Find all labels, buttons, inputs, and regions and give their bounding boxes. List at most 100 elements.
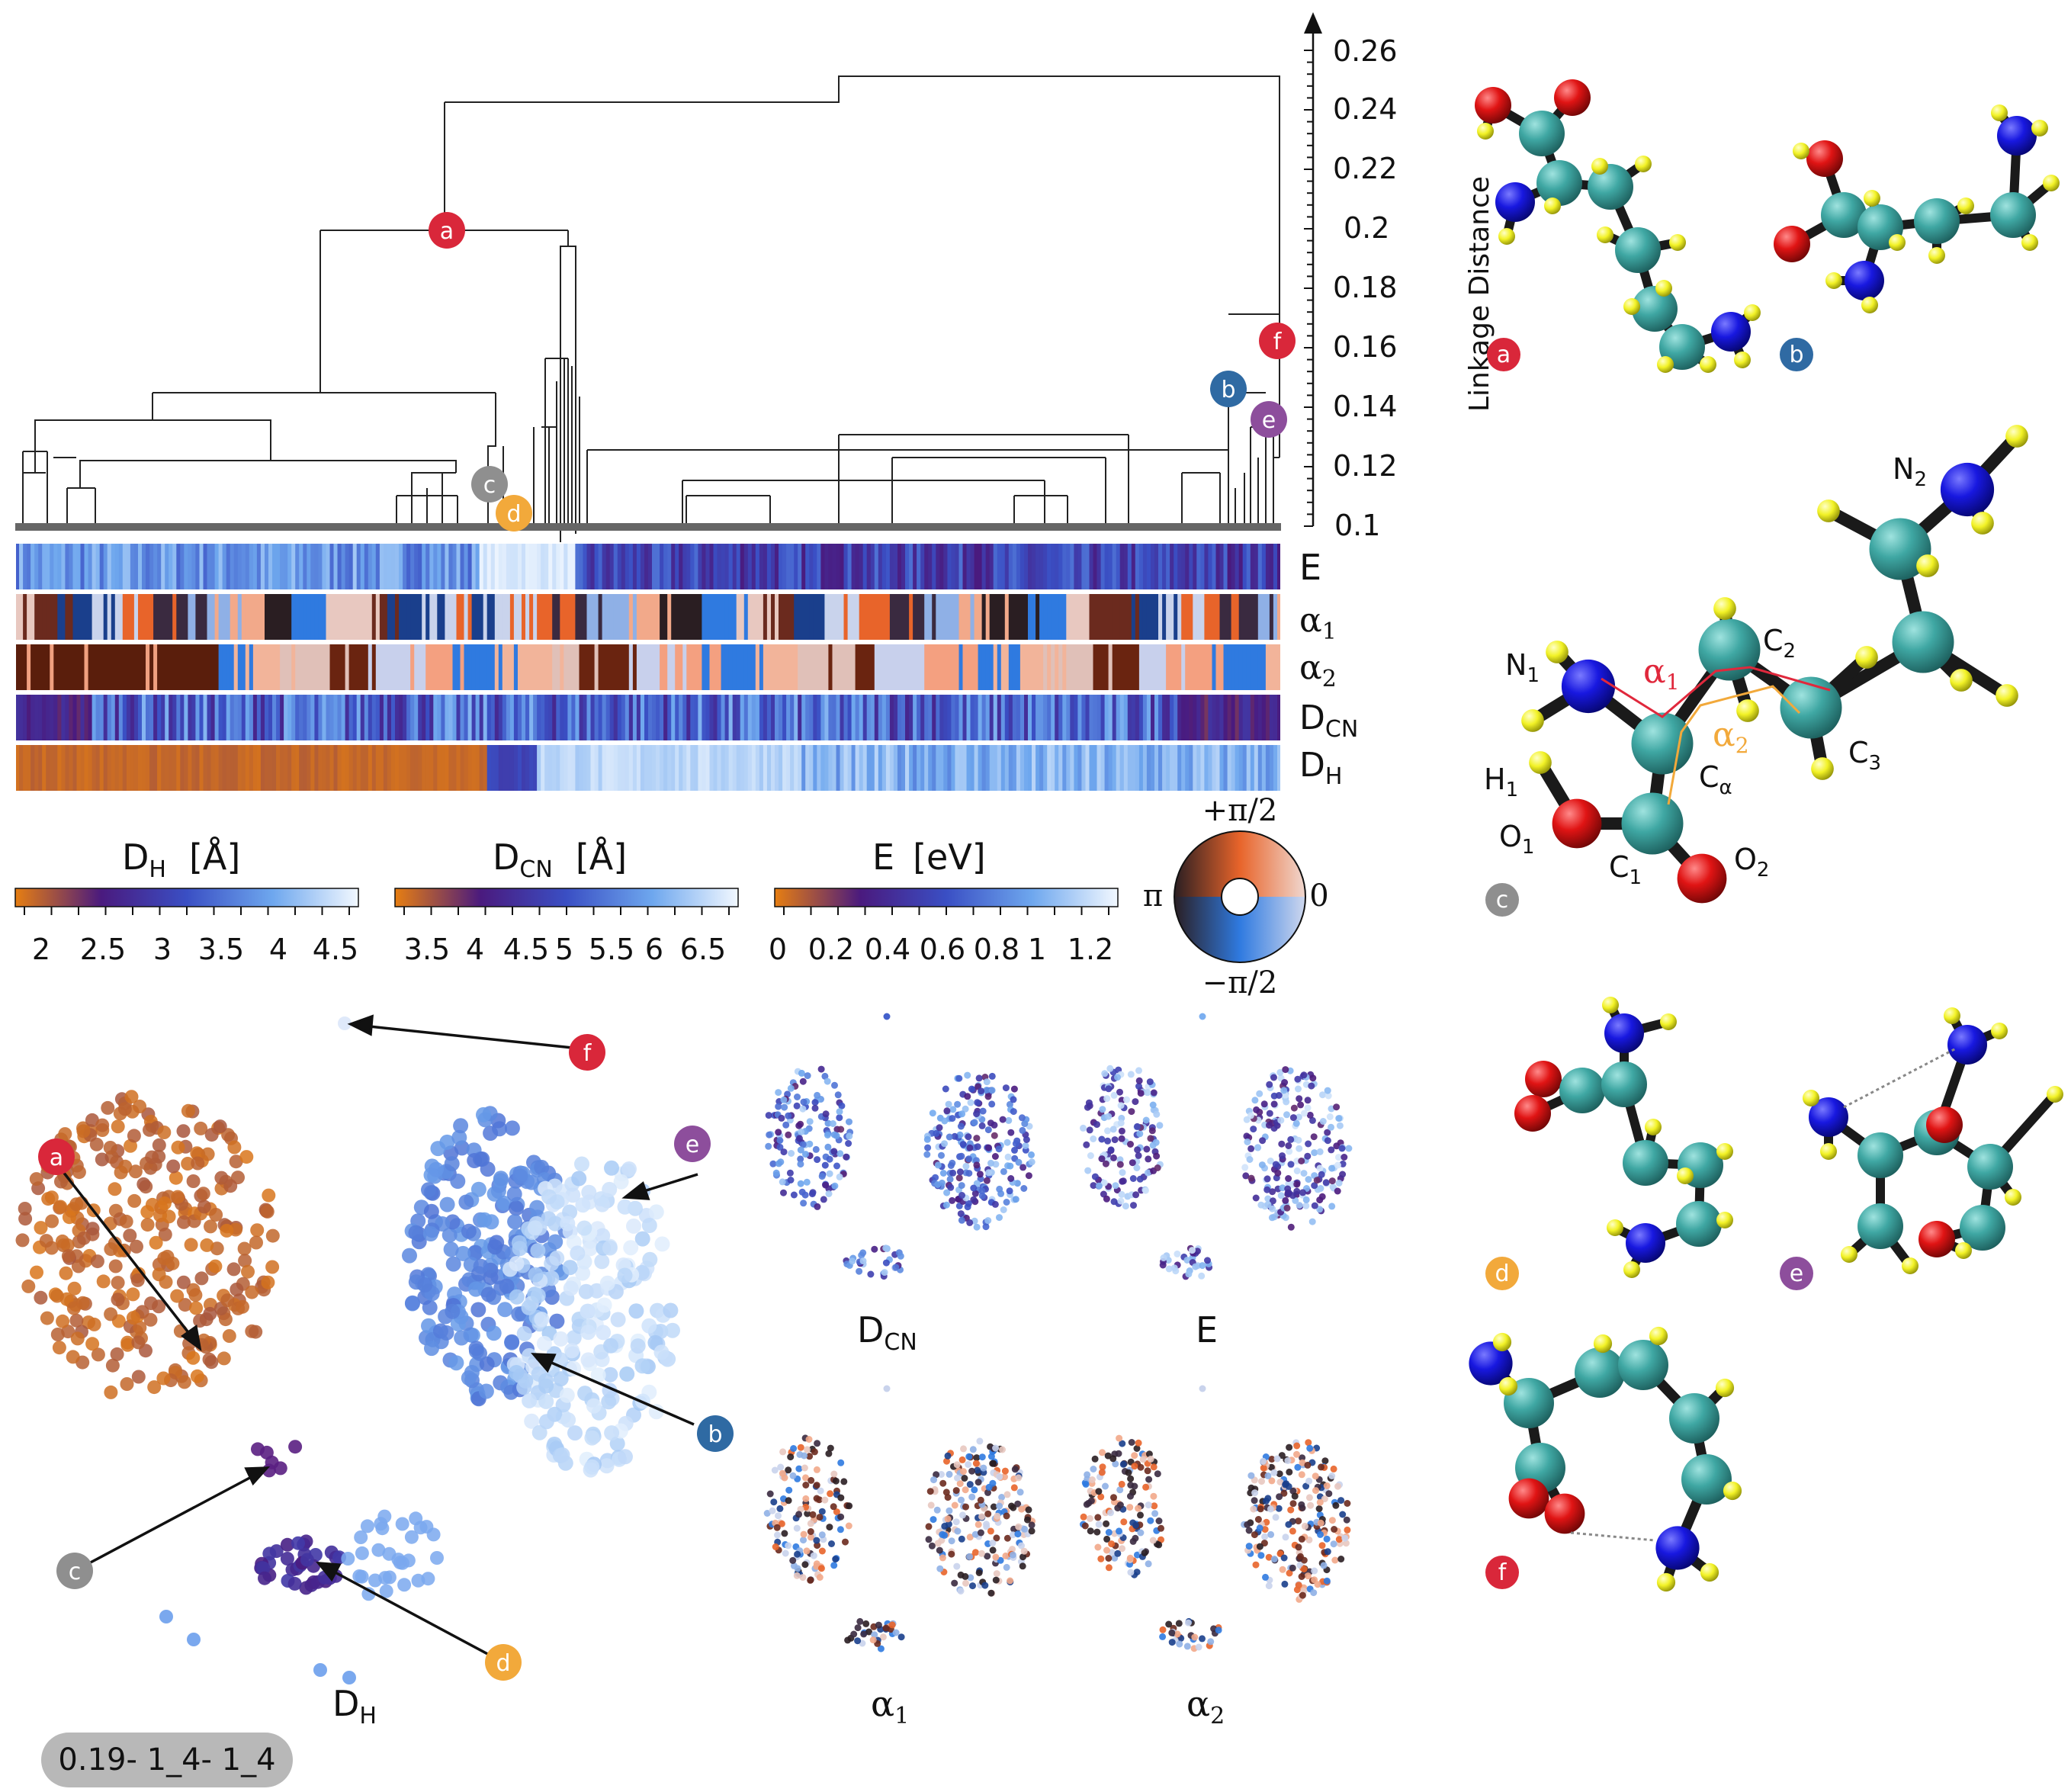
panel-label-alpha2: α2 [1186, 1683, 1225, 1729]
svg-text:d: d [506, 501, 521, 528]
svg-text:e: e [686, 1132, 699, 1158]
colorbar-DCN: DCN [Å] 3.5 4 4.5 5 5.5 6 6.5 [394, 837, 739, 966]
svg-text:0.6: 0.6 [920, 933, 965, 966]
svg-text:1.2: 1.2 [1068, 933, 1113, 966]
svg-text:6.5: 6.5 [680, 933, 726, 966]
svg-text:f: f [1498, 1559, 1507, 1586]
mol-marker-e: e [1780, 1257, 1813, 1290]
svg-text:N1: N1 [1505, 648, 1540, 687]
svg-text:a: a [440, 218, 454, 245]
embedding-alpha2 [1080, 1385, 1351, 1652]
colorbar-DH: DH [Å] 2 2.5 3 3.5 4 4.5 [14, 837, 1109, 966]
svg-text:0.2: 0.2 [808, 933, 854, 966]
svg-text:c: c [483, 472, 496, 499]
svg-text:e: e [1790, 1261, 1803, 1287]
embedding-alpha1 [763, 1385, 1036, 1652]
axis-tick-0.16: 0.16 [1333, 330, 1398, 364]
axis-tick-0.18: 0.18 [1333, 271, 1398, 304]
svg-text:4.5: 4.5 [313, 933, 358, 966]
strip-alpha1 [14, 593, 1282, 641]
svg-text:0: 0 [1309, 878, 1328, 914]
svg-text:a: a [50, 1145, 63, 1171]
svg-text:3.5: 3.5 [404, 933, 450, 966]
axis-tick-0.1: 0.1 [1334, 509, 1380, 542]
svg-text:N2: N2 [1893, 452, 1927, 491]
svg-text:DCN[Å]: DCN [Å] [493, 837, 627, 883]
strip-label-alpha1: α1 [1299, 601, 1337, 645]
molecule-renders [1469, 79, 2063, 1592]
marker-a: a [429, 212, 465, 249]
svg-text:0.8: 0.8 [974, 933, 1019, 966]
svg-text:a: a [1497, 342, 1511, 368]
svg-text:C1: C1 [1609, 850, 1642, 889]
axis-tick-0.22: 0.22 [1333, 152, 1398, 185]
marker-f: f [1259, 323, 1296, 359]
mol-marker-b: b [1780, 338, 1813, 371]
phase-wheel: +π/2 −π/2 π 0 [1143, 793, 1329, 1000]
strip-alpha2 [14, 643, 1282, 692]
svg-text:C2: C2 [1763, 624, 1796, 663]
strip-label-DH: DH [1299, 746, 1342, 790]
embed-marker-d: d [485, 1644, 522, 1681]
svg-text:b: b [1789, 342, 1803, 368]
embed-marker-e: e [674, 1126, 711, 1162]
embed-marker-f: f [569, 1034, 605, 1071]
panel-label-DCN: DCN [857, 1309, 917, 1356]
svg-text:f: f [1273, 329, 1283, 355]
svg-text:f: f [583, 1040, 592, 1067]
embedding-DCN [765, 1013, 1036, 1280]
marker-b: b [1210, 371, 1247, 407]
axis-tick-0.14: 0.14 [1333, 390, 1398, 423]
svg-text:2: 2 [32, 933, 50, 966]
svg-text:c: c [1496, 887, 1509, 914]
svg-text:Cα: Cα [1699, 760, 1732, 799]
config-badge: 0.19- 1_4- 1_4 [41, 1733, 293, 1787]
svg-text:E[eV]: E [eV] [872, 837, 986, 878]
dendrogram [15, 75, 1281, 566]
marker-d: d [496, 495, 532, 531]
svg-text:4: 4 [466, 933, 484, 966]
axis-tick-0.12: 0.12 [1333, 449, 1398, 483]
svg-text:C3: C3 [1848, 736, 1881, 775]
axis-tick-0.2: 0.2 [1344, 211, 1389, 245]
linkage-axis: 0.1 0.12 0.14 0.16 0.18 0.2 0.22 0.24 0.… [1304, 12, 1495, 542]
strip-DH [14, 743, 1282, 792]
feature-strips: E α1 α2 DCN DH [14, 542, 1358, 792]
svg-text:e: e [1262, 407, 1276, 434]
strip-label-DCN: DCN [1299, 698, 1358, 743]
svg-text:4: 4 [269, 933, 287, 966]
marker-e: e [1251, 401, 1287, 438]
svg-text:DH[Å]: DH [Å] [122, 837, 240, 883]
embed-marker-a: a [38, 1138, 75, 1175]
svg-text:6: 6 [645, 933, 663, 966]
panel-label-E: E [1196, 1309, 1218, 1350]
svg-text:c: c [69, 1559, 82, 1585]
axis-tick-0.24: 0.24 [1333, 92, 1398, 126]
svg-text:1: 1 [1028, 933, 1046, 966]
strip-DCN [14, 693, 1282, 742]
embedding-DH [15, 1016, 680, 1684]
svg-text:0.4: 0.4 [865, 933, 910, 966]
strip-E [14, 542, 1282, 591]
molecule-c-labels: N2 N1 C2 C3 Cα C1 H1 O1 O2 α1 α2 [1484, 452, 1927, 889]
embedding-E [1080, 1013, 1353, 1280]
svg-text:π: π [1143, 878, 1163, 914]
embedding-arrows [56, 1014, 698, 1664]
svg-text:O2: O2 [1734, 843, 1769, 882]
mol-marker-f: f [1485, 1556, 1519, 1589]
axis-tick-0.26: 0.26 [1333, 34, 1398, 68]
svg-text:b: b [1221, 377, 1235, 403]
svg-text:d: d [1495, 1261, 1509, 1287]
svg-text:O1: O1 [1499, 820, 1534, 859]
mol-marker-d: d [1485, 1257, 1519, 1290]
strip-label-E: E [1299, 547, 1321, 588]
svg-text:α2: α2 [1713, 715, 1749, 758]
mol-marker-c: c [1485, 883, 1519, 917]
svg-text:b: b [708, 1421, 722, 1448]
strip-label-alpha2: α2 [1299, 648, 1337, 692]
svg-text:d: d [496, 1650, 510, 1677]
svg-text:H1: H1 [1484, 763, 1518, 801]
svg-text:5: 5 [555, 933, 573, 966]
svg-text:−π/2: −π/2 [1202, 965, 1278, 1000]
